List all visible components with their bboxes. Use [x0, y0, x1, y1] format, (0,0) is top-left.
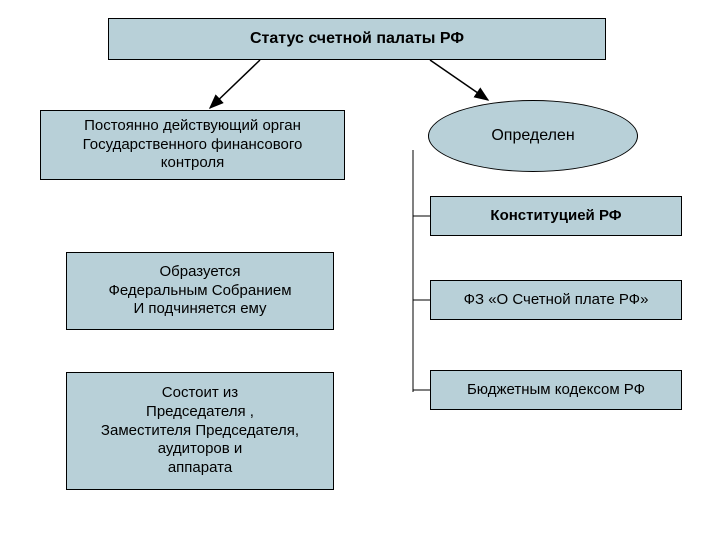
- left-box-1: Постоянно действующий органГосударственн…: [40, 110, 345, 180]
- left-box-3: Состоит изПредседателя ,Заместителя Пред…: [66, 372, 334, 490]
- title-box: Статус счетной палаты РФ: [108, 18, 606, 60]
- right-box-1: Конституцией РФ: [430, 196, 682, 236]
- right-box-1-text: Конституцией РФ: [490, 207, 621, 226]
- left-box-1-text: Постоянно действующий органГосударственн…: [83, 117, 303, 173]
- left-box-2-text: ОбразуетсяФедеральным СобраниемИ подчиня…: [108, 263, 291, 319]
- title-text: Статус счетной палаты РФ: [250, 29, 464, 49]
- right-box-3-text: Бюджетным кодексом РФ: [467, 381, 645, 400]
- defined-text: Определен: [491, 127, 574, 145]
- right-box-2: ФЗ «О Счетной плате РФ»: [430, 280, 682, 320]
- defined-ellipse: Определен: [428, 100, 638, 172]
- right-box-2-text: ФЗ «О Счетной плате РФ»: [464, 291, 649, 310]
- right-box-3: Бюджетным кодексом РФ: [430, 370, 682, 410]
- left-box-2: ОбразуетсяФедеральным СобраниемИ подчиня…: [66, 252, 334, 330]
- left-box-3-text: Состоит изПредседателя ,Заместителя Пред…: [101, 384, 299, 478]
